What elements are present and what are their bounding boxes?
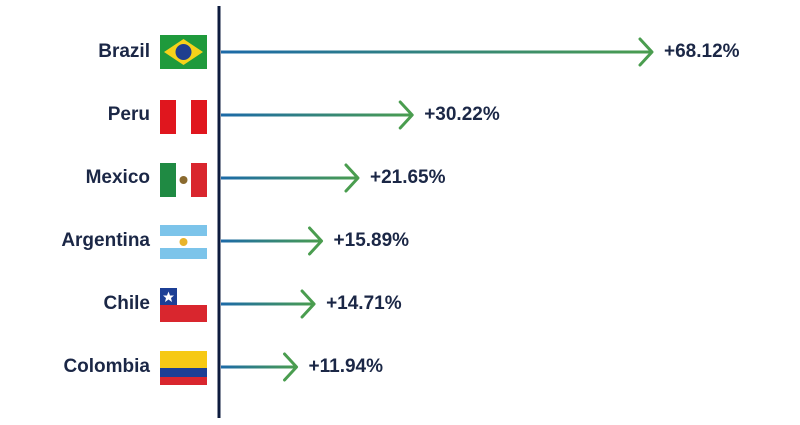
value-label: +30.22% [424,104,500,125]
arrow-shaft [221,176,358,180]
value-label: +14.71% [326,293,402,314]
flag-mexico [160,163,207,197]
arrow-bar [221,289,316,319]
category-label: Mexico [86,167,150,188]
arrow-head [398,100,414,130]
arrow-shaft [221,50,652,54]
flag-brazil [160,35,207,69]
value-label: +15.89% [334,230,410,251]
arrow-shaft [221,302,315,306]
value-label: +68.12% [664,41,740,62]
arrow-bar [221,226,324,256]
arrow-bar [221,163,360,193]
arrow-shaft [221,113,413,117]
arrow-shaft [221,239,322,243]
arrow-head [344,163,360,193]
flag-peru [160,100,207,134]
category-label: Brazil [98,41,150,62]
category-label: Peru [108,104,150,125]
arrow-head [638,37,654,67]
flag-colombia [160,351,207,385]
arrow-head [283,352,299,382]
value-label: +21.65% [370,167,446,188]
category-label: Argentina [61,230,150,251]
arrow-bar [221,37,654,67]
arrow-head [300,289,316,319]
arrow-bar [221,100,414,130]
arrow-head [308,226,324,256]
category-label: Colombia [63,356,150,377]
value-label: +11.94% [309,356,384,377]
flag-chile [160,288,207,322]
category-label: Chile [104,293,150,314]
flag-argentina [160,225,207,259]
arrow-shaft [221,365,297,369]
arrow-bar [221,352,299,382]
